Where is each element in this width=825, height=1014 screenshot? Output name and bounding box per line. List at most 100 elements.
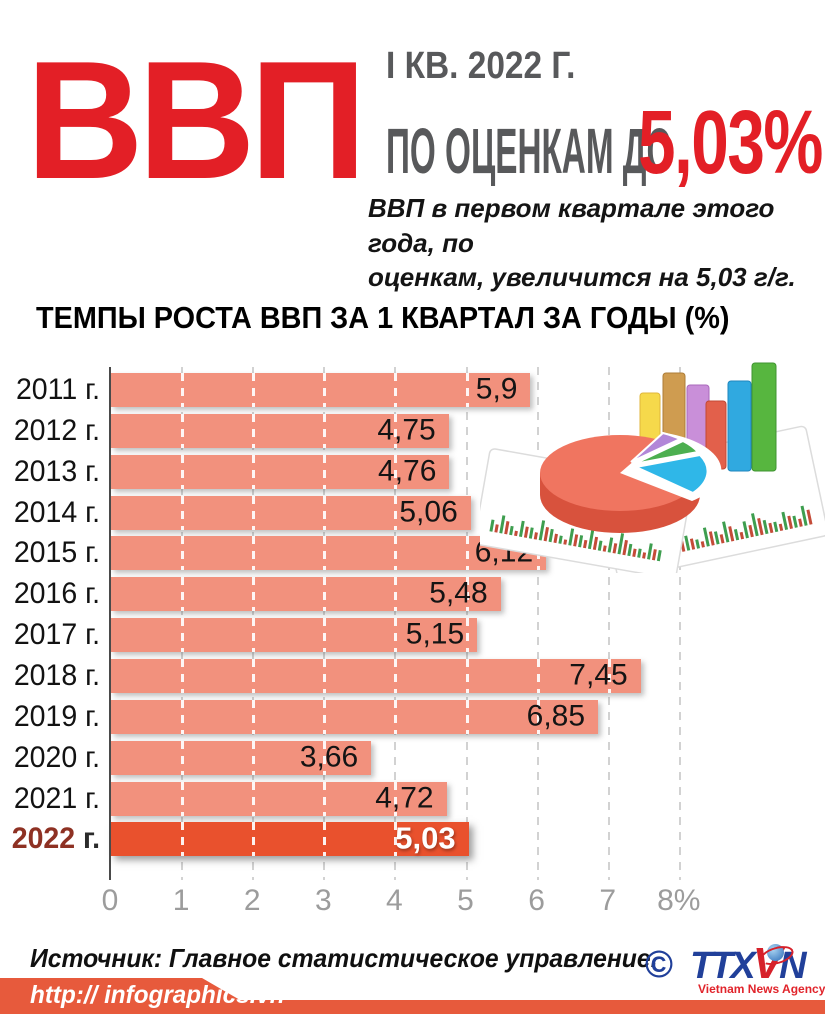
year-suffix: г. [77,536,100,570]
gridline-on-bar [252,536,256,571]
x-axis-tick-label: 6 [528,884,545,917]
bar-highlighted: 5,03 [111,820,469,857]
year-suffix: г. [77,781,100,815]
year-suffix: г. [77,413,100,447]
bar: 4,72 [111,780,447,816]
x-axis-tick-label: 0 [101,884,119,917]
gridline-on-bar [252,618,256,653]
gridline-on-bar [536,658,540,693]
year-label: 2015 г. [5,536,100,570]
bar-value-label: 6,85 [526,699,586,733]
gridline-on-bar [323,577,327,612]
x-axis-tick-label: 8% [657,884,701,917]
bar: 5,48 [111,576,501,612]
year-number: 2012 [13,413,78,447]
gridline-on-bar [394,373,398,407]
gridline-on-bar [252,740,256,775]
ttxvn-logo: TTXVN Vietnam News Agency [690,938,825,996]
year-suffix: г. [75,822,100,856]
gridline-on-bar [181,781,185,816]
page-title: ВВП [26,26,367,214]
gridline-on-bar [323,781,327,816]
header-period: I КВ. 2022 Г. [386,45,576,87]
year-suffix: г. [77,373,100,406]
bar-value-label: 4,76 [378,454,437,488]
year-number: 2015 [13,536,78,570]
footer-url: http:// infographics.vn [30,981,285,1009]
gridline-on-bar [394,699,398,734]
y-axis-line [109,367,111,880]
subtitle: ВВП в первом квартале этого года, по оце… [368,193,796,293]
bar-value-label: 4,72 [375,780,434,814]
gridline-on-bar [323,740,327,775]
estimate-prefix: ПО ОЦЕНКАМ ДО [386,115,673,187]
year-label: 2018 г. [5,659,100,693]
year-label: 2019 г. [5,700,100,734]
globe-icon [767,944,784,961]
chart-title: ТЕМПЫ РОСТА ВВП ЗА 1 КВАРТАЛ ЗА ГОДЫ (%) [36,300,730,335]
gridline-on-bar [323,373,327,407]
year-number: 2021 [13,781,78,815]
x-axis-tick-label: 2 [243,884,261,917]
gridline-on-bar [181,373,185,407]
gridline-on-bar [181,413,185,448]
year-suffix: г. [77,577,100,611]
year-number: 2017 [13,618,78,652]
bar: 6,85 [111,699,599,734]
year-number: 2022 [11,822,76,856]
year-label: 2022 г. [5,822,100,856]
x-axis-tick-label: 7 [599,884,617,917]
gridline-on-bar [394,658,398,693]
gridline [607,367,610,880]
gridline-on-bar [252,822,256,857]
year-label: 2021 г. [5,782,100,816]
year-suffix: г. [77,699,100,733]
year-label: 2017 г. [5,618,100,652]
year-number: 2018 [13,658,78,692]
gridline-on-bar [465,577,469,612]
x-axis-tick-label: 3 [314,884,332,917]
gridline-on-bar [394,822,398,857]
gridline-on-bar [465,536,469,571]
year-number: 2016 [13,577,78,611]
gridline-on-bar [323,822,327,857]
bar: 7,45 [111,658,641,693]
gridline-on-bar [394,536,398,571]
gridline-on-bar [465,618,469,653]
gridline-on-bar [394,413,398,448]
gridline-on-bar [323,413,327,448]
bar-value-label: 3,66 [299,739,359,773]
gridline-on-bar [323,536,327,571]
year-number: 2019 [13,699,78,733]
gridline-on-bar [394,495,398,530]
bar: 5,06 [111,494,471,530]
x-axis-tick-label: 5 [457,884,474,917]
gridline-on-bar [181,740,185,775]
estimate-value: 5,03% [638,93,823,193]
gridline-on-bar [181,822,185,857]
gridline-on-bar [323,699,327,734]
bar-value-label: 5,15 [405,617,465,651]
bar-value-label: 5,03 [395,820,456,856]
gridline-on-bar [607,658,611,693]
gridline [536,367,539,880]
bar: 3,66 [111,739,372,775]
year-suffix: г. [77,618,100,652]
gridline-on-bar [181,699,185,734]
gridline-on-bar [252,413,256,448]
year-number: 2011 [15,373,78,406]
bar: 4,75 [111,413,449,448]
year-suffix: г. [77,658,100,692]
gridline-on-bar [323,618,327,653]
bar-value-label: 5,48 [429,576,488,610]
gridline-on-bar [181,454,185,489]
bar: 4,76 [111,454,450,489]
gridline-on-bar [252,454,256,489]
gridline-on-bar [252,658,256,693]
gridline-on-bar [394,454,398,489]
bar-value-label: 5,06 [399,494,458,528]
year-label: 2016 г. [5,577,100,611]
gridline-on-bar [323,658,327,693]
year-number: 2013 [13,454,78,488]
